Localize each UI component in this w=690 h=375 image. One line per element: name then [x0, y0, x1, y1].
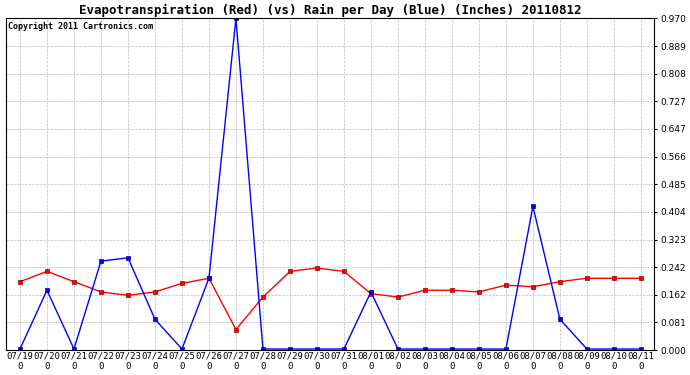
Text: Copyright 2011 Cartronics.com: Copyright 2011 Cartronics.com [8, 22, 152, 31]
Title: Evapotranspiration (Red) (vs) Rain per Day (Blue) (Inches) 20110812: Evapotranspiration (Red) (vs) Rain per D… [79, 4, 582, 17]
